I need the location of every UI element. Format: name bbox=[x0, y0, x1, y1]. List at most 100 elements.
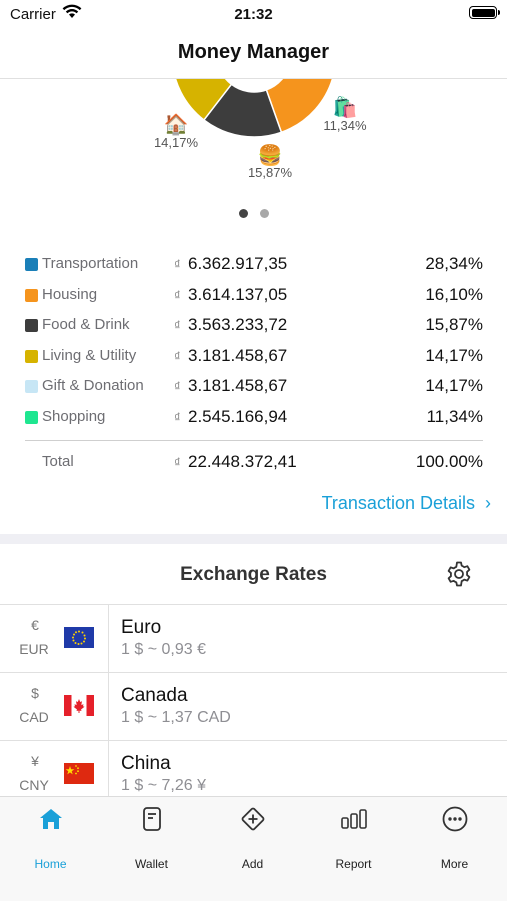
gear-icon[interactable] bbox=[445, 560, 473, 588]
more-icon bbox=[442, 806, 468, 832]
shopping-emoji-icon: 🛍️ bbox=[332, 97, 358, 119]
rate-value: 1 $ ~ 0,93 € bbox=[121, 641, 206, 658]
currency-symbol: ₫ bbox=[174, 454, 181, 470]
category-name: Gift & Donation bbox=[42, 377, 144, 395]
category-percent: 14,17% bbox=[425, 376, 483, 396]
tab-home[interactable]: Home bbox=[0, 797, 101, 901]
currency-symbol: $ bbox=[31, 685, 39, 701]
clock: 21:32 bbox=[234, 6, 273, 23]
legend-divider bbox=[25, 439, 483, 441]
legend-row-transportation[interactable]: Transportation ₫ 6.362.917,35 28,34% bbox=[25, 250, 483, 281]
transaction-details-link[interactable]: Transaction Details › bbox=[322, 493, 491, 514]
pager-dot-active[interactable] bbox=[238, 209, 248, 218]
currency-symbol: ¥ bbox=[31, 753, 39, 769]
tab-add[interactable]: Add bbox=[202, 797, 303, 901]
category-amount: 2.545.166,94 bbox=[188, 406, 288, 426]
legend-row-shopping[interactable]: Shopping ₫ 2.545.166,94 11,34% bbox=[25, 403, 483, 434]
status-bar: Carrier 21:32 bbox=[0, 0, 507, 30]
row-separator bbox=[108, 741, 109, 808]
report-icon bbox=[341, 809, 367, 829]
color-swatch bbox=[25, 319, 38, 333]
transaction-details-label: Transaction Details bbox=[321, 493, 475, 513]
category-percent: 14,17% bbox=[425, 345, 483, 365]
category-amount: 3.614.137,05 bbox=[188, 284, 288, 304]
eu-flag-icon bbox=[64, 627, 94, 648]
add-icon bbox=[241, 807, 265, 831]
chart-label-food: 15,87% bbox=[247, 165, 293, 180]
color-swatch bbox=[25, 288, 38, 302]
pager-dot-inactive[interactable] bbox=[259, 209, 269, 218]
home-icon bbox=[40, 809, 62, 829]
donut-slice-living-utility[interactable] bbox=[172, 79, 233, 121]
category-amount: 3.181.458,67 bbox=[188, 345, 288, 365]
category-amount: 3.563.233,72 bbox=[188, 315, 288, 335]
currency-symbol: ₫ bbox=[174, 379, 181, 395]
tab-label: More bbox=[440, 857, 469, 871]
section-separator bbox=[0, 534, 507, 544]
currency-code: CNY bbox=[19, 777, 49, 793]
legend-row-housing[interactable]: Housing ₫ 3.614.137,05 16,10% bbox=[25, 281, 483, 312]
category-amount: 3.181.458,67 bbox=[188, 376, 288, 396]
battery-icon bbox=[469, 6, 500, 19]
tab-report[interactable]: Report bbox=[303, 797, 404, 901]
row-separator bbox=[108, 605, 109, 672]
currency-code: CAD bbox=[19, 709, 49, 725]
expense-donut-chart[interactable]: 🏠 14,17% 🍔 15,87% 🛍️ 11,34% bbox=[0, 79, 507, 199]
row-separator bbox=[108, 673, 109, 740]
tab-label: Wallet bbox=[135, 857, 168, 871]
tab-label: Add bbox=[241, 857, 264, 871]
total-amount: 22.448.372,41 bbox=[188, 451, 297, 471]
legend-row-food-drink[interactable]: Food & Drink ₫ 3.563.233,72 15,87% bbox=[25, 311, 483, 342]
currency-symbol: ₫ bbox=[174, 287, 181, 303]
color-swatch bbox=[25, 410, 38, 424]
legend-total-row: Total ₫ 22.448.372,41 100.00% bbox=[25, 441, 483, 479]
category-name: Housing bbox=[42, 285, 98, 303]
chart-label-shopping: 11,34% bbox=[323, 118, 367, 133]
color-swatch bbox=[25, 349, 38, 363]
currency-symbol: ₫ bbox=[174, 257, 181, 272]
housing-emoji-icon: 🏠 bbox=[163, 114, 189, 136]
currency-symbol: ₫ bbox=[174, 409, 181, 425]
currency-name: China bbox=[121, 753, 171, 774]
tab-label: Report bbox=[335, 857, 372, 871]
currency-name: Canada bbox=[121, 685, 188, 706]
tab-more[interactable]: More bbox=[404, 797, 505, 901]
expense-legend: Transportation ₫ 6.362.917,35 28,34% Hou… bbox=[25, 250, 483, 479]
currency-symbol: ₫ bbox=[174, 318, 181, 334]
rate-value: 1 $ ~ 1,37 CAD bbox=[121, 709, 231, 726]
nav-bar: Money Manager bbox=[0, 30, 507, 79]
exchange-rate-row-eur[interactable]: € EUR Euro 1 $ ~ 0,93 € bbox=[0, 605, 507, 673]
chart-label-living: 14,17% bbox=[153, 135, 199, 150]
china-flag-icon bbox=[64, 763, 94, 784]
exchange-rate-row-cad[interactable]: $ CAD Canada 1 $ ~ 1,37 CAD bbox=[0, 673, 507, 741]
total-label: Total bbox=[42, 452, 74, 470]
currency-symbol: ₫ bbox=[174, 348, 181, 364]
canada-flag-icon bbox=[64, 695, 94, 716]
currency-code: EUR bbox=[19, 641, 49, 657]
category-name: Transportation bbox=[42, 255, 139, 272]
category-percent: 16,10% bbox=[425, 284, 483, 304]
color-swatch bbox=[25, 380, 38, 394]
page-title: Money Manager bbox=[177, 41, 330, 63]
exchange-rates-header: Exchange Rates bbox=[0, 544, 507, 605]
wallet-icon bbox=[143, 807, 161, 831]
donut-svg bbox=[172, 79, 334, 138]
legend-row-gift-donation[interactable]: Gift & Donation ₫ 3.181.458,67 14,17% bbox=[25, 372, 483, 403]
exchange-rate-row-cny[interactable]: ¥ CNY China 1 $ ~ 7,26 ¥ bbox=[0, 741, 507, 809]
tab-wallet[interactable]: Wallet bbox=[101, 797, 202, 901]
exchange-rates-title: Exchange Rates bbox=[180, 564, 327, 585]
rate-value: 1 $ ~ 7,26 ¥ bbox=[121, 777, 206, 794]
total-percent: 100.00% bbox=[415, 451, 483, 471]
chevron-right-icon: › bbox=[485, 493, 491, 513]
carrier-label: Carrier bbox=[10, 6, 56, 23]
category-amount: 6.362.917,35 bbox=[188, 254, 288, 273]
category-name: Food & Drink bbox=[42, 316, 130, 334]
tab-bar: Home Wallet Add Report More bbox=[0, 796, 507, 901]
category-percent: 28,34% bbox=[425, 254, 483, 273]
category-percent: 11,34% bbox=[426, 406, 483, 426]
chart-pager[interactable] bbox=[0, 205, 507, 223]
legend-row-living-utility[interactable]: Living & Utility ₫ 3.181.458,67 14,17% bbox=[25, 342, 483, 373]
category-name: Living & Utility bbox=[42, 346, 137, 364]
tab-label: Home bbox=[34, 857, 67, 871]
wifi-icon bbox=[62, 4, 82, 18]
